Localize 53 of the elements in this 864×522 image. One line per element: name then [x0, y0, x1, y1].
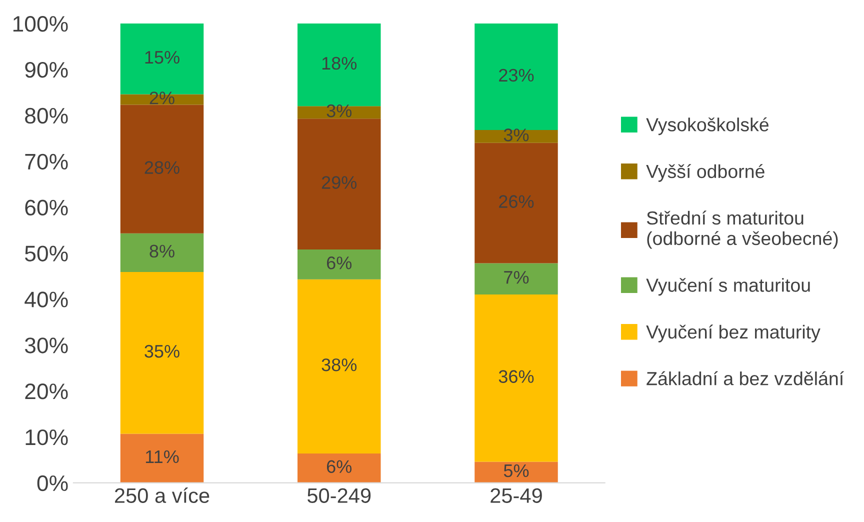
legend-label: Střední s maturitou (odborné a všeobecné) [646, 210, 838, 249]
bar [474, 294, 558, 462]
bar [297, 106, 381, 119]
bar [474, 263, 558, 295]
x-tick-label: 50-249 [308, 488, 371, 504]
legend-label: Základní a bez vzdělání [646, 371, 844, 386]
x-tick-label: 250 a více [114, 487, 210, 504]
bar [120, 104, 204, 234]
data-label: 36% [498, 370, 534, 383]
data-label: 26% [499, 195, 534, 208]
y-tick-label: 20% [25, 384, 68, 400]
data-label: 23% [499, 68, 534, 82]
bar [474, 462, 558, 483]
data-label: 3% [504, 128, 529, 142]
data-label: 18% [322, 56, 357, 70]
legend-label: Vysokoškolské [646, 117, 769, 136]
bar [297, 453, 381, 483]
data-label: 35% [144, 344, 180, 358]
data-label: 6% [326, 460, 352, 473]
data-label: 15% [145, 51, 180, 64]
y-tick-label: 0% [37, 475, 68, 492]
bar [297, 279, 381, 454]
data-label: 7% [504, 271, 529, 284]
bar [474, 23, 558, 130]
bar [120, 272, 204, 434]
y-tick-label: 10% [26, 429, 68, 446]
data-label: 28% [144, 161, 180, 174]
bar [297, 249, 381, 280]
data-label: 11% [146, 450, 179, 464]
data-label: 29% [322, 176, 357, 189]
y-tick-label: 30% [24, 338, 68, 354]
legend-label: Vyučení s maturitou [646, 278, 810, 296]
data-label: 6% [326, 256, 352, 270]
y-tick-label: 50% [24, 246, 68, 262]
y-tick-label: 80% [25, 108, 68, 124]
bar [474, 142, 558, 264]
data-label: 3% [326, 104, 352, 118]
data-label: 2% [150, 92, 174, 104]
bar [474, 130, 558, 143]
x-tick-label: 25-49 [490, 488, 542, 504]
data-label: 5% [504, 464, 529, 478]
bar [120, 233, 204, 272]
legend-label: Vyšší odborné [646, 164, 764, 182]
y-tick-label: 100% [13, 16, 68, 32]
legend-label: Vyučení bez maturity [646, 324, 820, 342]
y-tick-label: 40% [24, 292, 68, 308]
bar [297, 118, 381, 250]
y-tick-label: 60% [25, 200, 68, 216]
y-tick-label: 70% [25, 154, 68, 170]
data-label: 8% [150, 244, 174, 258]
data-label: 38% [322, 358, 357, 372]
bar [120, 434, 204, 483]
y-tick-label: 90% [25, 62, 68, 78]
